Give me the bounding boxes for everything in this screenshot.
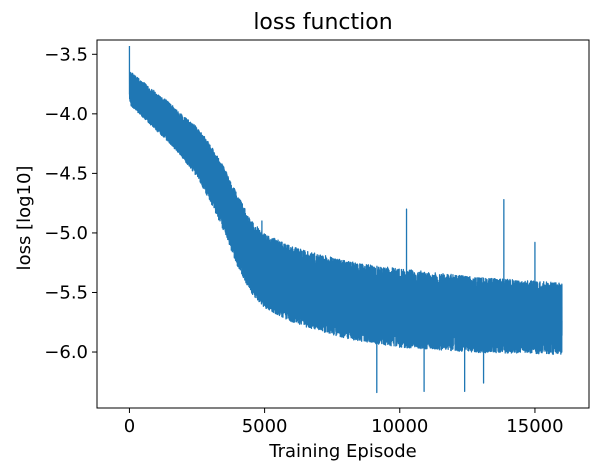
plot-area: [128, 45, 563, 394]
y-tick-label: −5.5: [44, 282, 88, 303]
chart-title: loss function: [253, 10, 392, 35]
x-axis-label: Training Episode: [268, 441, 416, 462]
y-tick-label: −3.5: [44, 44, 88, 65]
x-tick-label: 15000: [506, 416, 563, 437]
x-axis-ticks: 0 5000 10000 15000: [124, 408, 564, 437]
y-axis-label: loss [log10]: [14, 166, 35, 271]
x-tick-label: 10000: [371, 416, 428, 437]
series-line: [128, 45, 563, 394]
y-axis-ticks: −3.5 −4.0 −4.5 −5.0 −5.5 −6.0: [44, 44, 97, 363]
y-tick-label: −5.0: [44, 223, 88, 244]
y-tick-label: −4.0: [44, 104, 88, 125]
x-tick-label: 0: [124, 416, 135, 437]
y-tick-label: −6.0: [44, 342, 88, 363]
axes-frame: [96, 39, 590, 409]
y-tick-label: −4.5: [44, 163, 88, 184]
x-tick-label: 5000: [242, 416, 288, 437]
